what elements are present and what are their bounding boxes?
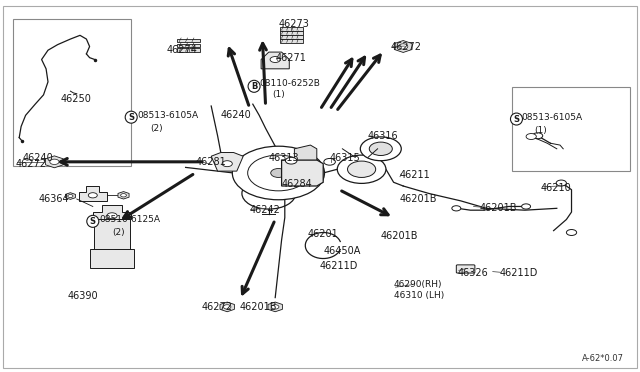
FancyBboxPatch shape xyxy=(177,48,200,52)
FancyBboxPatch shape xyxy=(280,31,303,35)
Circle shape xyxy=(120,193,127,197)
Polygon shape xyxy=(94,219,130,264)
FancyBboxPatch shape xyxy=(280,35,303,39)
Circle shape xyxy=(271,169,286,177)
Text: 46211: 46211 xyxy=(400,170,431,180)
Text: 46290(RH): 46290(RH) xyxy=(394,280,442,289)
Circle shape xyxy=(452,206,461,211)
Text: 46390: 46390 xyxy=(67,291,98,301)
Circle shape xyxy=(522,204,531,209)
Text: 46274: 46274 xyxy=(166,45,197,55)
Polygon shape xyxy=(79,186,107,201)
Circle shape xyxy=(285,157,297,164)
Text: 46272: 46272 xyxy=(202,302,232,312)
Polygon shape xyxy=(90,249,134,268)
Circle shape xyxy=(532,133,543,139)
Circle shape xyxy=(369,142,392,155)
Circle shape xyxy=(68,195,73,198)
FancyBboxPatch shape xyxy=(177,39,200,42)
Text: S: S xyxy=(90,217,96,226)
Text: 08513-6105A: 08513-6105A xyxy=(522,113,583,122)
Circle shape xyxy=(88,193,97,198)
Text: 46271: 46271 xyxy=(275,53,306,62)
Text: 46313: 46313 xyxy=(269,153,300,163)
Circle shape xyxy=(566,230,577,235)
Text: 46450A: 46450A xyxy=(323,246,360,256)
Text: 46210: 46210 xyxy=(541,183,572,193)
Circle shape xyxy=(556,180,566,186)
Text: 46250: 46250 xyxy=(61,94,92,103)
Text: 46273: 46273 xyxy=(278,19,309,29)
Text: 46242: 46242 xyxy=(250,205,280,215)
Circle shape xyxy=(399,44,408,49)
Circle shape xyxy=(270,57,280,62)
Polygon shape xyxy=(211,153,243,171)
Polygon shape xyxy=(268,302,282,312)
Circle shape xyxy=(271,305,279,309)
Text: 46272: 46272 xyxy=(16,159,47,169)
FancyBboxPatch shape xyxy=(456,265,475,273)
Polygon shape xyxy=(45,156,63,168)
Circle shape xyxy=(248,155,309,191)
Text: A-62*0.07: A-62*0.07 xyxy=(582,354,624,363)
Text: (1): (1) xyxy=(272,90,285,99)
Text: 46211D: 46211D xyxy=(499,269,538,278)
Text: 46315: 46315 xyxy=(330,153,360,163)
Text: 46201B: 46201B xyxy=(480,203,518,213)
Text: 08513-6105A: 08513-6105A xyxy=(138,111,199,120)
Text: 46364: 46364 xyxy=(38,194,69,204)
Circle shape xyxy=(324,158,335,165)
Text: B: B xyxy=(251,82,257,91)
Circle shape xyxy=(242,178,296,209)
Text: S: S xyxy=(513,115,520,124)
Polygon shape xyxy=(65,193,76,199)
Text: 46326: 46326 xyxy=(458,269,488,278)
Polygon shape xyxy=(282,160,323,186)
Polygon shape xyxy=(394,41,412,52)
Polygon shape xyxy=(93,205,131,219)
Circle shape xyxy=(232,146,324,200)
Text: S: S xyxy=(128,113,134,122)
Polygon shape xyxy=(294,145,317,160)
Text: (2): (2) xyxy=(112,228,125,237)
Circle shape xyxy=(360,137,401,161)
Circle shape xyxy=(223,305,231,309)
Circle shape xyxy=(348,161,376,177)
Polygon shape xyxy=(118,192,129,199)
Text: 46284: 46284 xyxy=(282,179,312,189)
Text: 46201B: 46201B xyxy=(400,194,438,204)
FancyBboxPatch shape xyxy=(13,19,131,166)
Circle shape xyxy=(107,213,117,219)
Circle shape xyxy=(337,155,386,183)
Text: 08510-6125A: 08510-6125A xyxy=(99,215,160,224)
Text: 46310 (LH): 46310 (LH) xyxy=(394,291,444,300)
Text: 46316: 46316 xyxy=(368,131,399,141)
Circle shape xyxy=(222,161,232,167)
Text: 46281: 46281 xyxy=(195,157,226,167)
Text: 46201B: 46201B xyxy=(381,231,419,241)
Text: 46211D: 46211D xyxy=(320,261,358,271)
Polygon shape xyxy=(261,52,289,69)
FancyBboxPatch shape xyxy=(280,39,303,43)
FancyBboxPatch shape xyxy=(280,27,303,31)
Text: 46240: 46240 xyxy=(22,153,53,163)
FancyBboxPatch shape xyxy=(512,87,630,171)
FancyBboxPatch shape xyxy=(177,44,200,47)
Circle shape xyxy=(50,159,59,164)
Text: (1): (1) xyxy=(534,126,547,135)
Text: 46240: 46240 xyxy=(221,110,252,120)
Text: (2): (2) xyxy=(150,124,163,133)
Polygon shape xyxy=(220,302,234,312)
Text: 46201: 46201 xyxy=(307,230,338,239)
Circle shape xyxy=(526,134,536,140)
Text: 08110-6252B: 08110-6252B xyxy=(259,79,320,88)
Text: 46201B: 46201B xyxy=(240,302,278,312)
Text: 46272: 46272 xyxy=(390,42,421,51)
